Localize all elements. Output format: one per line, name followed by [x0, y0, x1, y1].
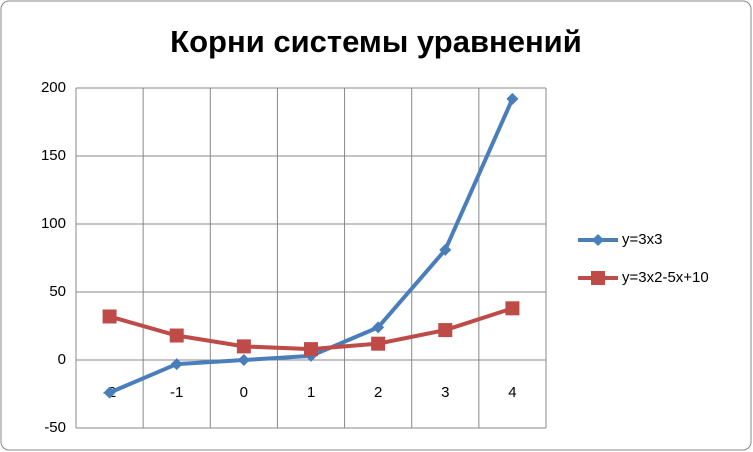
marker	[371, 336, 386, 351]
legend-label: y=3x2-5x+10	[622, 269, 709, 286]
legend-label: y=3x3	[622, 231, 662, 248]
marker	[169, 328, 184, 343]
marker	[372, 321, 385, 334]
marker	[505, 301, 520, 316]
chart-title: Корни системы уравнений	[170, 24, 582, 59]
marker	[237, 354, 250, 366]
x-tick-label: 4	[508, 384, 516, 401]
marker	[439, 243, 452, 256]
x-tick-label: 1	[307, 384, 315, 401]
x-tick-label: 3	[441, 384, 449, 401]
marker	[304, 342, 318, 357]
y-tick-label: 100	[41, 215, 66, 232]
x-tick-label: 0	[240, 384, 248, 401]
marker	[236, 339, 251, 354]
y-tick-label: -50	[44, 419, 66, 436]
y-tick-label: 50	[49, 283, 66, 300]
marker	[591, 271, 605, 285]
marker	[592, 234, 604, 246]
marker	[103, 386, 116, 399]
marker	[438, 323, 453, 338]
x-tick-label: -1	[170, 384, 183, 401]
marker	[170, 358, 183, 371]
marker	[506, 92, 519, 105]
y-tick-label: 150	[41, 147, 66, 164]
y-tick-label: 0	[58, 351, 66, 368]
marker	[102, 309, 117, 324]
y-tick-label: 200	[41, 79, 66, 96]
x-tick-label: 2	[374, 384, 382, 401]
